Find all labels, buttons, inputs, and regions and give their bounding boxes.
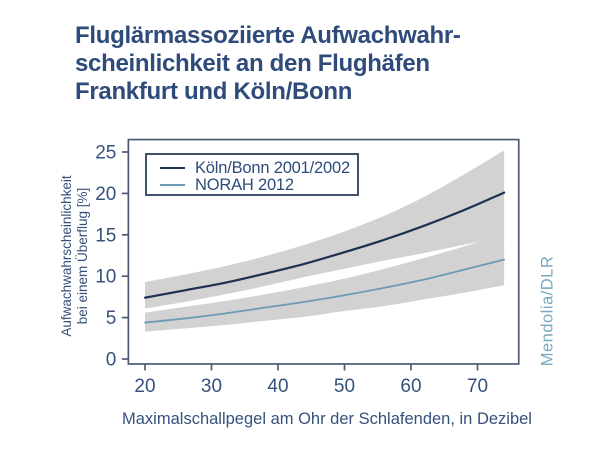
x-tick-label: 60: [400, 376, 421, 397]
x-tick-label: 50: [334, 376, 355, 397]
x-tick-label: 40: [267, 376, 288, 397]
series-line-norah: [144, 258, 505, 324]
y-axis-label: Aufwachwahrscheinlichkeit bei einem Über…: [59, 175, 90, 337]
legend-item-norah: NORAH 2012: [160, 175, 357, 194]
x-tick-label: 30: [201, 376, 222, 397]
legend-label: NORAH 2012: [195, 175, 294, 194]
x-tick-label: 20: [134, 376, 155, 397]
x-axis-label: Maximalschallpegel am Ohr der Schlafende…: [122, 410, 532, 428]
chart-legend: Köln/Bonn 2001/2002 NORAH 2012: [145, 153, 359, 196]
y-tick-label: 15: [95, 225, 116, 246]
legend-line-swatch-blue: [160, 184, 185, 186]
plot-border: [127, 138, 520, 365]
legend-label: Köln/Bonn 2001/2002: [195, 158, 350, 177]
legend-line-swatch-navy: [160, 167, 185, 169]
y-tick-label: 10: [95, 267, 116, 288]
y-tick-label: 0: [106, 350, 117, 371]
confidence-band-koelnbonn: [145, 150, 505, 309]
source-credit: Mendolia/DLR: [538, 255, 557, 367]
y-tick-label: 5: [106, 308, 117, 329]
legend-item-koelnbonn: Köln/Bonn 2001/2002: [160, 158, 357, 177]
series-line-koelnbonn: [143, 191, 506, 299]
y-tick-label: 25: [95, 143, 116, 164]
y-tick-label: 20: [95, 184, 116, 205]
x-tick-label: 70: [467, 376, 488, 397]
confidence-band-norah: [145, 233, 505, 332]
page-title: Fluglärmassoziierte Aufwachwahr- scheinl…: [75, 22, 461, 105]
